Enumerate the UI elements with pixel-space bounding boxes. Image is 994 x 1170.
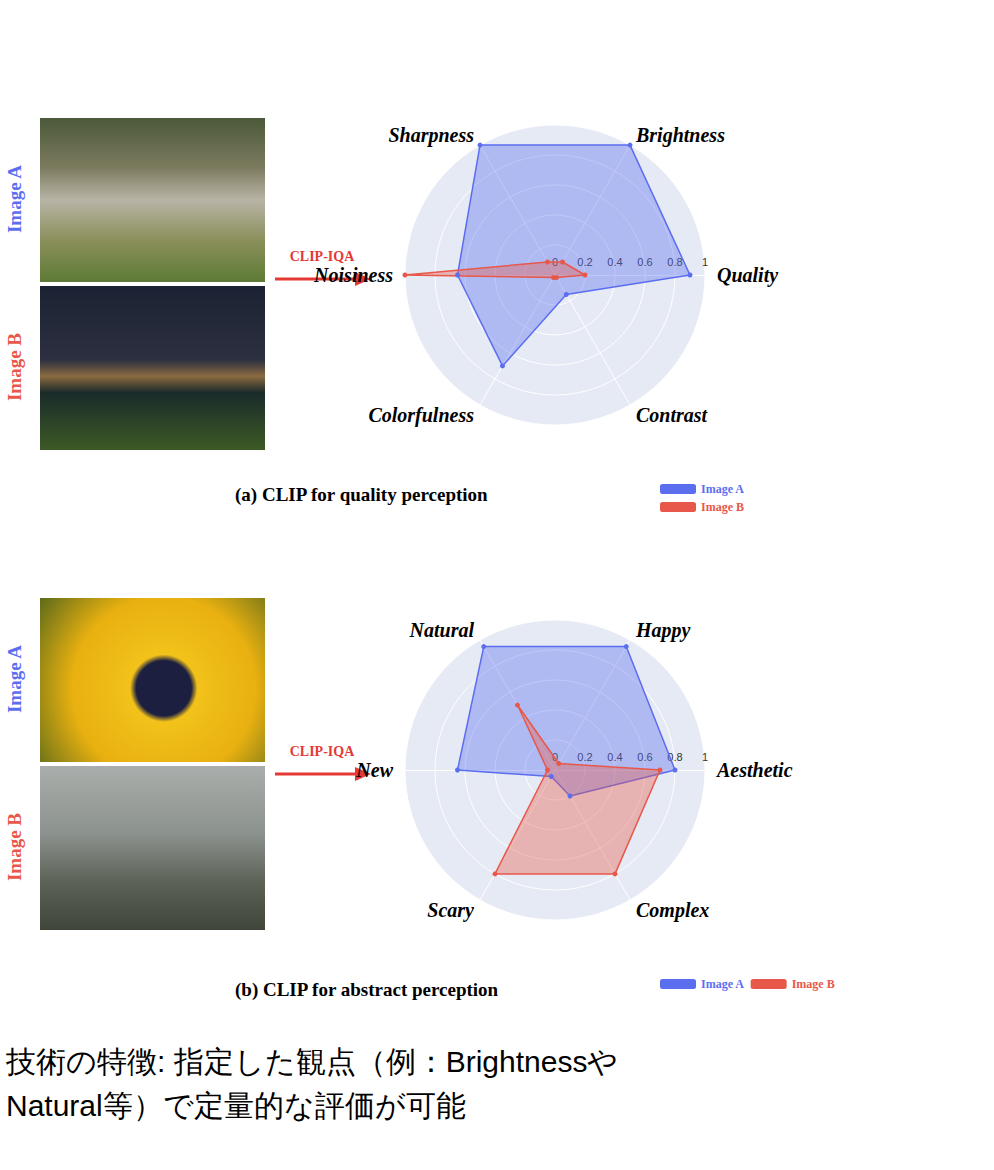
- svg-text:Aesthetic: Aesthetic: [715, 759, 793, 781]
- svg-text:(b) CLIP for abstract percepti: (b) CLIP for abstract perception: [235, 979, 499, 1001]
- svg-text:Image A: Image A: [701, 482, 744, 496]
- svg-text:1: 1: [702, 256, 708, 268]
- svg-text:Colorfulness: Colorfulness: [368, 404, 474, 427]
- svg-text:Scary: Scary: [427, 899, 474, 922]
- svg-text:Image B: Image B: [701, 500, 744, 514]
- html-text:CLIP-IQA: CLIP-IQA: [289, 249, 355, 264]
- svg-text:Brightness: Brightness: [635, 124, 725, 147]
- svg-text:0.8: 0.8: [667, 750, 683, 763]
- html-text:Natural等）で定量的な評価が可能: Natural等）で定量的な評価が可能: [6, 1089, 466, 1122]
- svg-text:New: New: [355, 759, 393, 781]
- svg-text:Image A: Image A: [701, 977, 744, 991]
- svg-text:Image B: Image B: [792, 977, 835, 991]
- html-text:Image B: Image B: [4, 813, 25, 881]
- svg-text:(a) CLIP for quality perceptio: (a) CLIP for quality perception: [235, 484, 488, 506]
- html-text:Image B: Image B: [4, 333, 25, 401]
- svg-text:1: 1: [702, 751, 708, 763]
- svg-text:Contrast: Contrast: [636, 404, 709, 426]
- svg-text:Natural: Natural: [409, 619, 475, 641]
- svg-text:Complex: Complex: [636, 899, 709, 922]
- svg-text:Sharpness: Sharpness: [388, 124, 474, 147]
- svg-text:Quality: Quality: [717, 264, 778, 287]
- svg-text:Noisiness: Noisiness: [313, 264, 393, 286]
- html-text:Image A: Image A: [4, 165, 25, 233]
- html-text:Image A: Image A: [4, 645, 25, 713]
- html-text:CLIP-IQA: CLIP-IQA: [289, 744, 355, 759]
- svg-text:Happy: Happy: [635, 619, 691, 642]
- html-text:技術の特徴: 指定した観点（例：Brightnessや: 技術の特徴: 指定した観点（例：Brightnessや: [6, 1045, 619, 1078]
